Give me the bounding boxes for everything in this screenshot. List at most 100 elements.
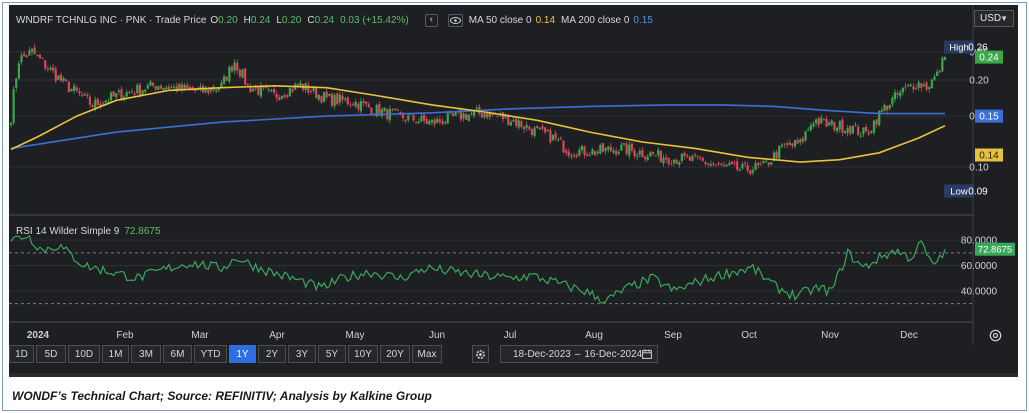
tab-2y[interactable]: 2Y bbox=[258, 345, 286, 363]
candle-body bbox=[180, 84, 184, 90]
candle-body bbox=[112, 91, 115, 97]
eye-icon[interactable] bbox=[447, 13, 463, 27]
candle-body bbox=[636, 155, 639, 157]
tab-1d[interactable]: 1D bbox=[9, 345, 34, 363]
tab-5y[interactable]: 5Y bbox=[318, 345, 346, 363]
candle-body bbox=[825, 118, 828, 127]
candle-body bbox=[775, 152, 778, 159]
rsi-marker-bg bbox=[975, 242, 1015, 256]
tab-5d[interactable]: 5D bbox=[36, 345, 66, 363]
candle-body bbox=[80, 95, 84, 97]
candle-body bbox=[578, 149, 581, 156]
candle-body bbox=[551, 134, 555, 141]
tab-20y[interactable]: 20Y bbox=[380, 345, 410, 363]
date-range-picker[interactable]: 18-Dec-2023–16-Dec-2024 bbox=[500, 345, 658, 363]
tab-1y[interactable]: 1Y bbox=[229, 345, 256, 363]
candle-body bbox=[62, 77, 65, 81]
candle-body bbox=[749, 170, 752, 174]
candle-body bbox=[412, 115, 415, 121]
candle-body bbox=[265, 86, 268, 89]
candle-body bbox=[357, 103, 360, 110]
gear-icon[interactable] bbox=[472, 345, 489, 363]
candle-body bbox=[15, 78, 18, 89]
candle-body bbox=[604, 148, 607, 152]
candle-body bbox=[654, 155, 657, 157]
candle-body bbox=[878, 111, 881, 125]
tab-max[interactable]: Max bbox=[412, 345, 442, 363]
candle-body bbox=[409, 113, 413, 115]
candle-body bbox=[23, 53, 26, 57]
range-from: 18-Dec-2023 bbox=[513, 348, 571, 360]
candle-body bbox=[325, 91, 328, 98]
ma50-line bbox=[10, 84, 946, 163]
candle-body bbox=[404, 119, 407, 121]
candle-body bbox=[728, 163, 731, 166]
tab-3m[interactable]: 3M bbox=[131, 345, 161, 363]
candle-body bbox=[543, 127, 547, 133]
currency-select[interactable]: USD ▼ bbox=[974, 10, 1014, 27]
candle-body bbox=[738, 169, 741, 171]
candle-body bbox=[459, 109, 462, 120]
candle-body bbox=[928, 87, 931, 90]
tab-10y[interactable]: 10Y bbox=[348, 345, 378, 363]
chevron-left-icon[interactable]: ‹ bbox=[424, 13, 438, 27]
candle-body bbox=[907, 84, 910, 86]
tab-3y[interactable]: 3Y bbox=[288, 345, 316, 363]
x-tick-label: Aug bbox=[585, 330, 603, 341]
candle-body bbox=[120, 89, 123, 101]
candle-body bbox=[46, 68, 49, 70]
candle-body bbox=[804, 131, 807, 141]
candle-body bbox=[57, 75, 60, 80]
tab-10d[interactable]: 10D bbox=[68, 345, 100, 363]
candle-body bbox=[170, 87, 173, 89]
candle-body bbox=[772, 152, 776, 161]
tab-1m[interactable]: 1M bbox=[102, 345, 129, 363]
candle-body bbox=[320, 96, 323, 103]
candle-body bbox=[780, 144, 783, 147]
candle-body bbox=[17, 63, 20, 79]
candle-body bbox=[899, 92, 902, 97]
candle-body bbox=[809, 125, 812, 131]
candle-body bbox=[238, 69, 241, 77]
candle-body bbox=[933, 76, 936, 80]
candle-body bbox=[501, 112, 505, 120]
candle-body bbox=[859, 135, 862, 137]
settings-icon[interactable] bbox=[983, 325, 1007, 345]
last-marker-bg bbox=[975, 50, 1003, 64]
candle-body bbox=[178, 83, 181, 90]
candle-body bbox=[751, 170, 755, 173]
candle-body bbox=[517, 120, 520, 128]
tab-6m[interactable]: 6M bbox=[163, 345, 192, 363]
candle-body bbox=[225, 77, 228, 81]
price-chart[interactable]: 0.100.150.200.2580.000060.000040.0000Hig… bbox=[9, 5, 1018, 345]
candle-body bbox=[475, 108, 478, 110]
candle-body bbox=[217, 88, 220, 91]
candle-body bbox=[472, 110, 476, 116]
candle-body bbox=[401, 112, 405, 119]
candle-body bbox=[733, 162, 736, 164]
candle-body bbox=[583, 146, 586, 156]
candle-body bbox=[609, 146, 612, 151]
candle-body bbox=[704, 162, 707, 165]
ma200-value: 0.15 bbox=[633, 14, 653, 26]
candle-body bbox=[675, 159, 678, 164]
candle-body bbox=[754, 163, 757, 170]
candle-body bbox=[491, 113, 494, 115]
candle-body bbox=[575, 155, 578, 158]
tab-ytd[interactable]: YTD bbox=[194, 345, 227, 363]
candle-body bbox=[893, 92, 897, 100]
candle-body bbox=[288, 87, 291, 97]
candle-body bbox=[367, 104, 370, 108]
candle-body bbox=[559, 138, 562, 140]
candle-body bbox=[520, 121, 523, 128]
candle-body bbox=[167, 86, 170, 90]
low-label: L bbox=[276, 14, 282, 26]
range-separator: – bbox=[574, 348, 581, 360]
candle-body bbox=[820, 117, 823, 124]
candle-body bbox=[509, 122, 512, 126]
candle-body bbox=[220, 82, 223, 88]
candle-body bbox=[633, 150, 636, 156]
candle-body bbox=[588, 155, 591, 157]
ma200-line bbox=[10, 104, 945, 150]
candle-body bbox=[383, 107, 386, 111]
